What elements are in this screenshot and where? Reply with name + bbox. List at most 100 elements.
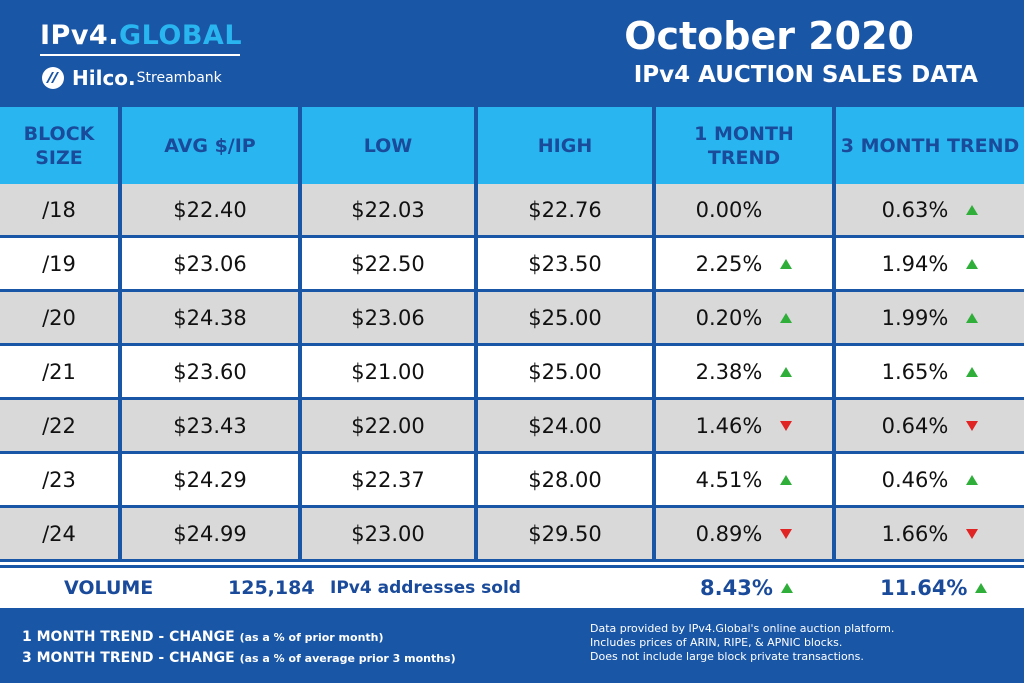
legend-1-month: 1 MONTH TREND - CHANGE (as a % of prior … [22, 629, 384, 645]
cell-high: $22.76 [478, 184, 656, 235]
cell-3-month-trend: 1.65% [836, 346, 1024, 397]
cell-3-month-trend: 0.46% [836, 454, 1024, 505]
trend-value: 1.65% [881, 359, 949, 384]
trend-value: 8.43% [700, 576, 773, 600]
cell-3-month-trend: 0.64% [836, 400, 1024, 451]
column-header-low: LOW [302, 107, 478, 184]
column-header-3-month-trend: 3 MONTH TREND [840, 134, 1020, 157]
cell-1-month-trend: 1.46% [656, 400, 836, 451]
cell-block-size: /24 [0, 508, 122, 559]
cell-block-size: /21 [0, 346, 122, 397]
cell-high: $29.50 [478, 508, 656, 559]
cell-avg: $24.38 [122, 292, 302, 343]
cell-3-month-trend: 1.99% [836, 292, 1024, 343]
legend-1-month-bold: 1 MONTH TREND - CHANGE [22, 629, 235, 645]
sub-brand-bold: Hilco. [72, 66, 136, 90]
cell-low: $22.37 [302, 454, 478, 505]
trend-arrow-icon [966, 528, 979, 539]
trend-value: 1.66% [881, 521, 949, 546]
volume-row: VOLUME 125,184 IPv4 addresses sold 8.43%… [0, 565, 1024, 608]
cell-low: $21.00 [302, 346, 478, 397]
footer-banner: 1 MONTH TREND - CHANGE (as a % of prior … [0, 608, 1024, 683]
legend-1-month-note: (as a % of prior month) [239, 631, 384, 644]
table-row: /20 $24.38 $23.06 $25.00 0.20% 1.99% [0, 292, 1024, 346]
trend-value: 1.94% [881, 251, 949, 276]
cell-low: $23.06 [302, 292, 478, 343]
column-header-high: HIGH [478, 107, 656, 184]
cell-1-month-trend: 0.00% [656, 184, 836, 235]
volume-count: 125,184 [228, 577, 315, 599]
column-header-1-month-trend: 1 MONTH TREND [656, 107, 836, 184]
trend-value: 2.38% [695, 359, 763, 384]
cell-block-size: /18 [0, 184, 122, 235]
column-header-block-size: BLOCK SIZE [0, 107, 122, 184]
table-row: /18 $22.40 $22.03 $22.76 0.00% 0.63% [0, 184, 1024, 238]
trend-arrow-icon [966, 366, 979, 377]
cell-low: $23.00 [302, 508, 478, 559]
trend-arrow-icon [780, 583, 793, 593]
cell-block-size: /20 [0, 292, 122, 343]
page-subtitle: IPv4 AUCTION SALES DATA [633, 62, 978, 88]
cell-low: $22.03 [302, 184, 478, 235]
brand-accent: GLOBAL [118, 20, 243, 51]
table-row: /24 $24.99 $23.00 $29.50 0.89% 1.66% [0, 508, 1024, 562]
cell-avg: $24.99 [122, 508, 302, 559]
cell-block-size: /23 [0, 454, 122, 505]
trend-arrow-icon [966, 258, 979, 269]
cell-high: $25.00 [478, 346, 656, 397]
cell-1-month-trend: 0.20% [656, 292, 836, 343]
trend-value: 4.51% [695, 467, 763, 492]
trend-value: 1.46% [695, 413, 763, 438]
cell-block-size: /19 [0, 238, 122, 289]
footer-note-2: Includes prices of ARIN, RIPE, & APNIC b… [590, 636, 843, 649]
cell-high: $28.00 [478, 454, 656, 505]
cell-avg: $23.06 [122, 238, 302, 289]
table-body: /18 $22.40 $22.03 $22.76 0.00% 0.63% /19… [0, 184, 1024, 562]
trend-value: 1.99% [881, 305, 949, 330]
page-title: October 2020 [624, 14, 914, 58]
trend-arrow-icon [780, 528, 793, 539]
volume-3-month-trend: 11.64% [880, 576, 988, 600]
table-row: /19 $23.06 $22.50 $23.50 2.25% 1.94% [0, 238, 1024, 292]
trend-arrow-icon [780, 312, 793, 323]
trend-arrow-icon [780, 420, 793, 431]
trend-value: 0.46% [881, 467, 949, 492]
brand-main: IPv4. [40, 20, 119, 51]
cell-high: $24.00 [478, 400, 656, 451]
legend-3-month-note: (as a % of average prior 3 months) [239, 652, 456, 665]
brand-underline [40, 54, 240, 56]
trend-value: 11.64% [880, 576, 968, 600]
legend-3-month-bold: 3 MONTH TREND - CHANGE [22, 650, 235, 666]
cell-3-month-trend: 0.63% [836, 184, 1024, 235]
cell-block-size: /22 [0, 400, 122, 451]
cell-1-month-trend: 0.89% [656, 508, 836, 559]
cell-avg: $23.43 [122, 400, 302, 451]
footer-note-1: Data provided by IPv4.Global's online au… [590, 622, 895, 635]
table-row: /22 $23.43 $22.00 $24.00 1.46% 0.64% [0, 400, 1024, 454]
volume-1-month-trend: 8.43% [700, 576, 793, 600]
cell-low: $22.50 [302, 238, 478, 289]
table-row: /21 $23.60 $21.00 $25.00 2.38% 1.65% [0, 346, 1024, 400]
trend-arrow-icon [966, 204, 979, 215]
cell-1-month-trend: 2.25% [656, 238, 836, 289]
trend-value: 0.64% [881, 413, 949, 438]
sub-brand-rest: Streambank [136, 70, 222, 86]
cell-avg: $22.40 [122, 184, 302, 235]
column-header-avg: AVG $/IP [122, 107, 302, 184]
trend-arrow-icon [975, 583, 988, 593]
trend-arrow-icon [780, 258, 793, 269]
legend-3-month: 3 MONTH TREND - CHANGE (as a % of averag… [22, 650, 456, 666]
trend-value: 0.00% [695, 197, 763, 222]
trend-value: 0.63% [881, 197, 949, 222]
sub-brand-logo: Hilco. Streambank [40, 66, 222, 90]
trend-arrow-icon [966, 420, 979, 431]
volume-text: IPv4 addresses sold [330, 578, 521, 598]
trend-arrow-icon [966, 312, 979, 323]
cell-1-month-trend: 4.51% [656, 454, 836, 505]
trend-value: 0.20% [695, 305, 763, 330]
trend-arrow-icon [966, 474, 979, 485]
cell-3-month-trend: 1.94% [836, 238, 1024, 289]
cell-3-month-trend: 1.66% [836, 508, 1024, 559]
hilco-logo-icon [42, 67, 64, 89]
cell-high: $25.00 [478, 292, 656, 343]
